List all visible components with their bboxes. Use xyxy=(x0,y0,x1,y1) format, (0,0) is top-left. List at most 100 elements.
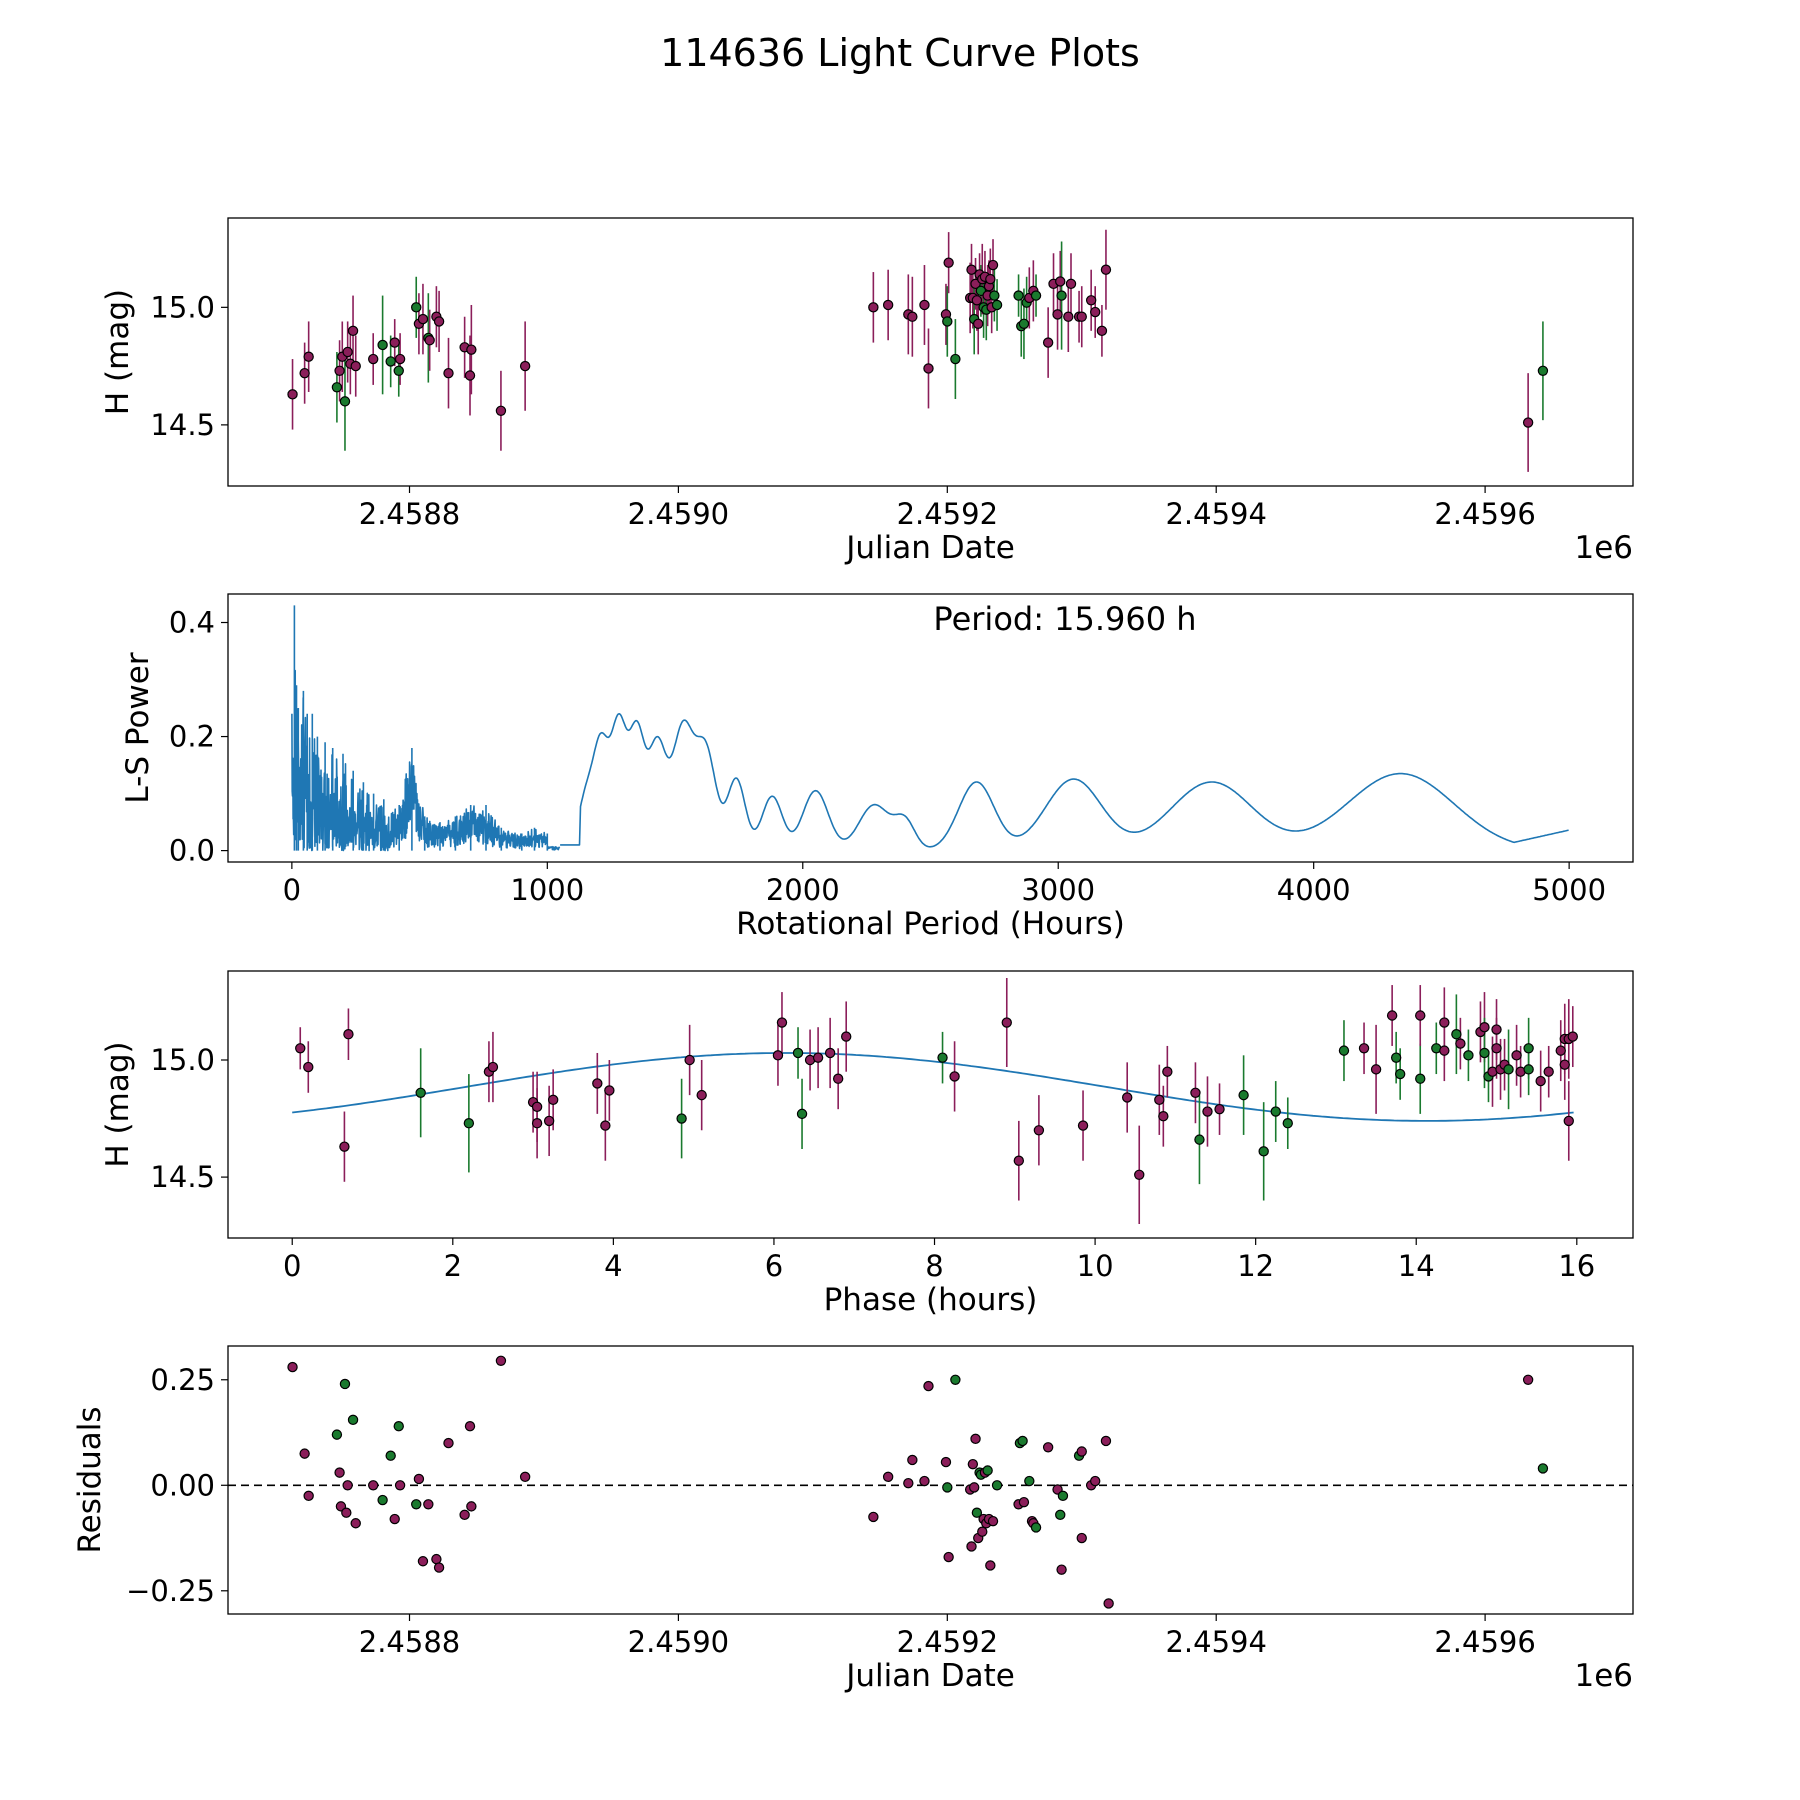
x-tick-label: 16 xyxy=(1558,1249,1595,1283)
data-point xyxy=(1491,1043,1502,1054)
residual-point xyxy=(903,1477,914,1489)
x-tick-label: 12 xyxy=(1237,1249,1274,1283)
data-point xyxy=(295,1043,306,1054)
data-point xyxy=(1096,325,1108,337)
x-tick-label: 4 xyxy=(604,1249,622,1283)
data-point xyxy=(385,356,396,367)
figure-title: 114636 Light Curve Plots xyxy=(660,31,1140,75)
y-tick-label: 14.5 xyxy=(150,408,215,442)
residual-point xyxy=(433,1562,445,1573)
data-point xyxy=(377,339,388,351)
y-axis-label: L-S Power xyxy=(120,652,156,803)
x-axis-label: Rotational Period (Hours) xyxy=(736,906,1125,942)
data-point xyxy=(464,370,476,381)
residual-point xyxy=(971,1507,983,1518)
residual-point xyxy=(417,1556,429,1567)
residual-point xyxy=(1522,1374,1534,1385)
data-point xyxy=(1535,1075,1546,1087)
data-point xyxy=(433,316,445,327)
data-point xyxy=(1085,295,1097,306)
data-point xyxy=(339,396,351,407)
x-tick-label: 6 xyxy=(765,1249,783,1283)
data-point xyxy=(1523,1064,1534,1075)
x-tick-label: 0 xyxy=(283,1249,301,1283)
x-axis-label: Julian Date xyxy=(844,530,1015,566)
residual-point xyxy=(303,1490,314,1502)
residual-point xyxy=(334,1467,345,1478)
data-point xyxy=(543,1115,555,1127)
data-point xyxy=(424,335,435,346)
residual-point xyxy=(342,1480,353,1491)
x-tick-label: 2.4590 xyxy=(628,497,729,531)
x-tick-label: 10 xyxy=(1077,1249,1114,1283)
data-point xyxy=(1439,1017,1450,1028)
y-axis-label: H (mag) xyxy=(100,289,136,415)
data-point xyxy=(1439,1045,1450,1056)
residual-point xyxy=(991,1480,1003,1491)
residual-point xyxy=(389,1513,400,1525)
residual-point xyxy=(940,1456,952,1468)
residual-point xyxy=(1055,1509,1066,1521)
residual-point xyxy=(942,1482,953,1493)
data-point xyxy=(1463,1050,1474,1061)
data-point xyxy=(971,295,983,306)
residual-point xyxy=(1537,1463,1549,1474)
data-point xyxy=(466,344,477,355)
residual-point xyxy=(1056,1564,1067,1575)
data-point xyxy=(339,1141,350,1152)
data-point xyxy=(792,1047,804,1059)
residual-point xyxy=(950,1374,961,1385)
data-point xyxy=(1451,1029,1462,1040)
residual-point xyxy=(331,1429,343,1440)
y-tick-label: 0.2 xyxy=(169,720,215,754)
data-point xyxy=(334,365,345,377)
data-point xyxy=(1563,1115,1574,1127)
x-tick-label: 4000 xyxy=(1277,873,1351,907)
data-point xyxy=(796,1108,808,1120)
data-point xyxy=(949,1071,960,1082)
data-point xyxy=(1013,1155,1025,1166)
residual-point xyxy=(341,1507,352,1518)
data-point xyxy=(600,1120,611,1131)
data-point xyxy=(776,1017,788,1028)
residual-point xyxy=(368,1480,379,1491)
residual-point xyxy=(1076,1446,1087,1457)
data-point xyxy=(832,1073,844,1084)
residual-point xyxy=(882,1471,894,1483)
data-point xyxy=(1076,311,1087,322)
x-tick-label: 8 xyxy=(925,1249,943,1283)
plot-area xyxy=(292,978,1578,1224)
data-point xyxy=(1503,1064,1514,1075)
data-point xyxy=(411,302,422,313)
data-point xyxy=(1559,1059,1570,1070)
data-point xyxy=(1258,1146,1269,1157)
x-tick-label: 5000 xyxy=(1532,873,1606,907)
data-point xyxy=(331,382,343,393)
residual-point xyxy=(459,1509,470,1521)
residual-point xyxy=(350,1518,361,1529)
x-tick-label: 2.4590 xyxy=(628,1625,729,1659)
data-point xyxy=(531,1118,543,1129)
data-point xyxy=(973,318,984,329)
residual-point xyxy=(1042,1442,1054,1453)
residual-point xyxy=(868,1511,879,1523)
data-point xyxy=(907,311,918,322)
data-point xyxy=(676,1113,687,1124)
data-point xyxy=(1162,1066,1173,1077)
data-point xyxy=(1158,1111,1169,1122)
residual-point xyxy=(1018,1496,1030,1508)
residual-point xyxy=(985,1560,996,1571)
data-point xyxy=(415,1087,426,1098)
residual-point xyxy=(443,1437,454,1449)
residual-point xyxy=(394,1480,406,1491)
axes-frame xyxy=(227,593,1634,863)
data-point xyxy=(394,353,406,365)
x-tick-label: 2.4588 xyxy=(359,1625,460,1659)
data-point xyxy=(987,259,999,271)
residual-point xyxy=(970,1433,981,1445)
data-point xyxy=(1042,337,1054,348)
data-point xyxy=(299,367,310,379)
residual-point xyxy=(411,1499,422,1510)
data-point xyxy=(531,1101,543,1113)
